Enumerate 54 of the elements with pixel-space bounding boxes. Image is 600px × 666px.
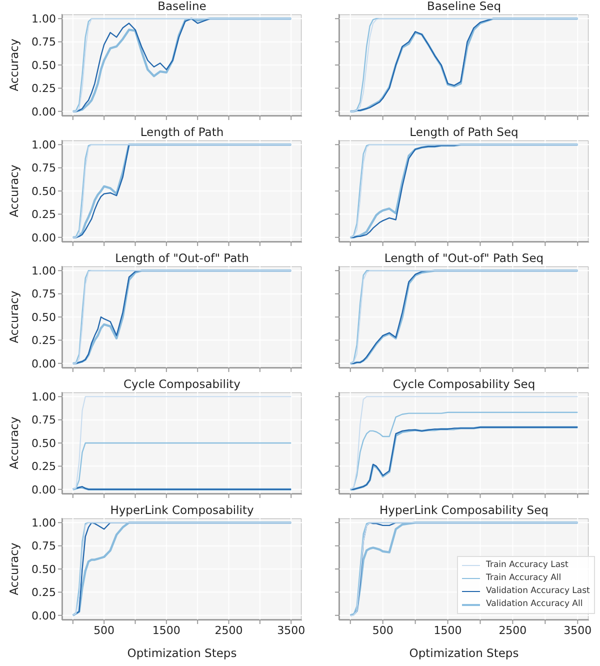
y-tick-label: 0.25 (32, 82, 56, 96)
y-tick-label: 0.25 (32, 208, 56, 222)
legend-label: Validation Accuracy All (486, 598, 583, 611)
chart-title: Length of Path Seq (408, 125, 520, 139)
x-tick-label: 3500 (564, 624, 592, 637)
legend-label: Train Accuracy Last (486, 559, 568, 572)
x-axis-title: Optimization Steps (127, 646, 237, 660)
x-tick-label: 500 (372, 624, 394, 637)
y-tick-label: 0.50 (32, 184, 56, 198)
chart-title: Length of "Out-of" Path Seq (383, 251, 545, 265)
chart-title: Length of "Out-of" Path (114, 251, 250, 265)
y-axis-title: Accuracy (7, 416, 22, 470)
y-tick-label: 0.25 (32, 586, 56, 600)
y-tick-label: 0.00 (32, 105, 56, 118)
y-tick-label: 0.75 (32, 540, 56, 553)
y-tick-label: 1.00 (32, 516, 56, 530)
chart-title: HyperLink Composability Seq (378, 503, 550, 517)
y-tick-label: 0.75 (32, 414, 56, 427)
y-tick-label: 0.25 (32, 334, 56, 348)
y-tick-label: 0.50 (32, 310, 56, 324)
x-tick-label: 500 (94, 624, 115, 637)
chart-title: Cycle Composability (122, 377, 242, 391)
y-tick-label: 0.50 (32, 436, 56, 450)
x-tick-label: 2500 (214, 624, 243, 637)
y-tick-label: 1.00 (32, 138, 56, 152)
y-tick-label: 0.00 (32, 357, 56, 370)
y-axis-title: Accuracy (7, 38, 22, 92)
y-tick-label: 0.75 (32, 288, 56, 301)
y-tick-label: 1.00 (32, 264, 56, 278)
chart-title: Length of Path (139, 125, 225, 139)
y-tick-label: 0.00 (32, 483, 56, 496)
y-tick-label: 0.75 (32, 162, 56, 175)
y-tick-label: 0.00 (32, 231, 56, 244)
y-axis-title: Accuracy (7, 290, 22, 344)
y-axis-title: Accuracy (7, 164, 22, 218)
chart-title: HyperLink Composability (109, 503, 255, 517)
legend-label: Train Accuracy All (486, 572, 562, 585)
y-axis-title: Accuracy (7, 542, 22, 596)
x-tick-label: 1500 (434, 624, 462, 637)
x-axis-title: Optimization Steps (409, 646, 519, 660)
y-tick-label: 0.50 (32, 58, 56, 72)
legend-label: Validation Accuracy Last (486, 585, 590, 598)
y-tick-label: 1.00 (32, 390, 56, 404)
x-tick-label: 1500 (152, 624, 180, 637)
y-tick-label: 0.25 (32, 460, 56, 474)
y-tick-label: 1.00 (32, 12, 56, 26)
y-tick-label: 0.75 (32, 36, 56, 49)
chart-title: Baseline (156, 0, 208, 13)
x-tick-label: 2500 (498, 624, 527, 637)
y-tick-label: 0.00 (32, 609, 56, 622)
x-tick-label: 3500 (277, 624, 306, 637)
y-tick-label: 0.50 (32, 562, 56, 576)
chart-title: Cycle Composability Seq (392, 377, 536, 391)
chart-title: Baseline Seq (426, 0, 502, 13)
